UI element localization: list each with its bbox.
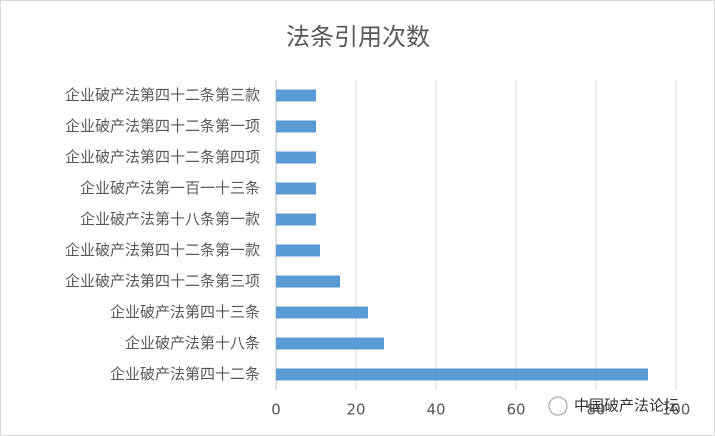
- y-tick-label: 企业破产法第四十三条: [110, 303, 260, 321]
- bar: [276, 120, 316, 133]
- y-tick-label: 企业破产法第四十二条第三款: [65, 86, 260, 104]
- x-tick-label: 100: [662, 401, 691, 419]
- x-tick-label: 40: [426, 401, 445, 419]
- y-tick-label: 企业破产法第一百一十三条: [80, 179, 260, 197]
- bar: [276, 275, 340, 288]
- y-tick-label: 企业破产法第四十二条第三项: [65, 272, 260, 290]
- x-tick-label: 80: [586, 401, 605, 419]
- y-tick-label: 企业破产法第四十二条第一款: [65, 241, 260, 259]
- y-tick-label: 企业破产法第十八条: [125, 334, 260, 352]
- bar: [276, 151, 316, 164]
- y-tick-label: 企业破产法第十八条第一款: [80, 210, 260, 228]
- bar: [276, 244, 320, 257]
- bar: [276, 306, 368, 319]
- watermark: 中国破产法论坛: [574, 397, 679, 415]
- bar: [276, 89, 316, 102]
- y-tick-label: 企业破产法第四十二条: [110, 365, 260, 383]
- bar: [276, 213, 316, 226]
- bar: [276, 368, 648, 381]
- y-tick-label: 企业破产法第四十二条第四项: [65, 148, 260, 166]
- x-tick-label: 20: [346, 401, 365, 419]
- bar: [276, 182, 316, 195]
- x-tick-label: 0: [271, 401, 281, 419]
- chart-title: 法条引用次数: [286, 23, 430, 51]
- x-tick-label: 60: [506, 401, 525, 419]
- bar: [276, 337, 384, 350]
- y-tick-label: 企业破产法第四十二条第一项: [65, 117, 260, 135]
- watermark-icon: [548, 396, 568, 416]
